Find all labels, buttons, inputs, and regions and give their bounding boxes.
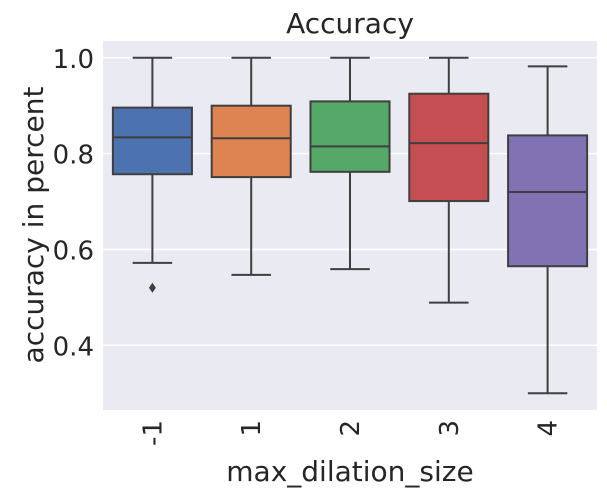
box-3 [408,56,490,304]
x-tick-label: -1 [138,420,168,446]
iqr-box [210,104,292,179]
x-tick-label: 2 [336,420,366,437]
box-1 [210,56,292,276]
y-axis-label: accuracy in percent [17,87,50,364]
x-axis: -1 1 2 3 4 [138,420,563,446]
box-4 [507,65,589,395]
y-tick-label: 0.6 [53,236,94,266]
y-axis: 0.4 0.6 0.8 1.0 [53,45,94,363]
x-tick-label: 4 [534,420,564,437]
iqr-box [309,100,391,173]
y-tick-label: 0.4 [53,332,94,362]
iqr-box [507,134,589,268]
iqr-box [408,92,490,203]
box-2 [309,56,391,271]
x-tick-label: 3 [435,420,465,437]
iqr-box [111,106,193,176]
x-axis-label: max_dilation_size [226,455,473,488]
chart-title: Accuracy [286,7,414,40]
outlier-point [148,282,156,293]
box-series [111,56,589,395]
x-tick-label: 1 [237,420,267,437]
y-tick-label: 0.8 [53,141,94,171]
y-tick-label: 1.0 [53,45,94,75]
box--1 [111,56,193,293]
